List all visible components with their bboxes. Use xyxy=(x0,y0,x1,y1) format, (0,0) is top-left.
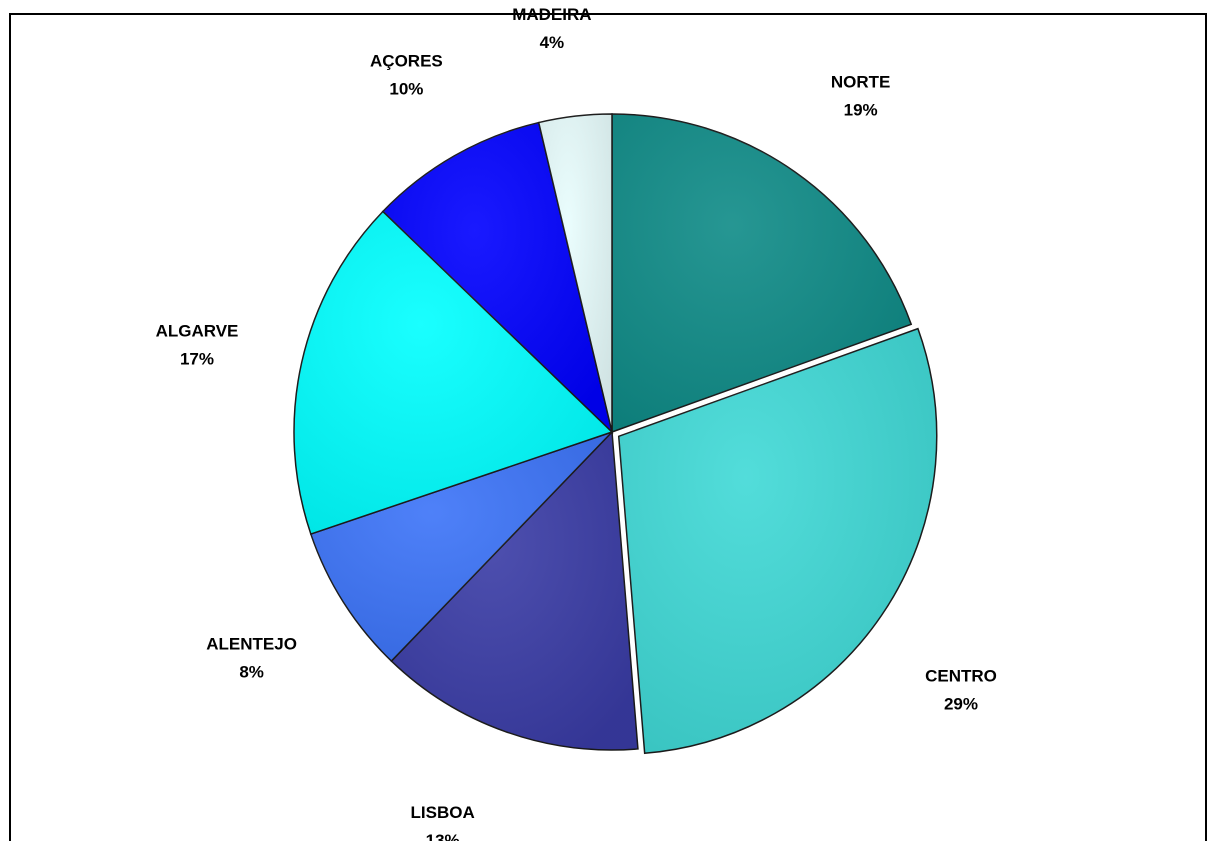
slice-label-alentejo: ALENTEJO xyxy=(206,634,297,653)
slice-percent-centro: 29% xyxy=(944,695,978,714)
slice-label-madeira: MADEIRA xyxy=(512,5,591,24)
pie-slices xyxy=(293,113,938,755)
pie-slice-shading xyxy=(310,432,612,662)
slice-label-açores: AÇORES xyxy=(370,52,443,71)
pie-slice-shading xyxy=(618,328,937,754)
slice-label-lisboa: LISBOA xyxy=(411,803,475,822)
chart-frame xyxy=(9,13,1207,841)
slice-percent-madeira: 4% xyxy=(540,33,565,52)
pie-slice-shading xyxy=(391,432,638,750)
slice-percent-algarve: 17% xyxy=(180,349,214,368)
pie-slice-shading xyxy=(612,114,912,432)
slice-label-algarve: ALGARVE xyxy=(156,321,239,340)
slice-percent-norte: 19% xyxy=(844,100,878,119)
slice-label-norte: NORTE xyxy=(831,72,891,91)
pie-slice-shading xyxy=(538,114,612,432)
pie-slice-shading xyxy=(382,122,612,432)
slice-label-centro: CENTRO xyxy=(925,667,997,686)
pie-slice-shading xyxy=(294,211,612,535)
pie-labels: NORTE 19% CENTRO 29% LISBOA 13% ALENTEJO 8% ALGA… xyxy=(156,5,997,841)
slice-percent-alentejo: 8% xyxy=(239,662,264,681)
slice-percent-açores: 10% xyxy=(389,80,423,99)
slice-percent-lisboa: 13% xyxy=(426,831,460,841)
